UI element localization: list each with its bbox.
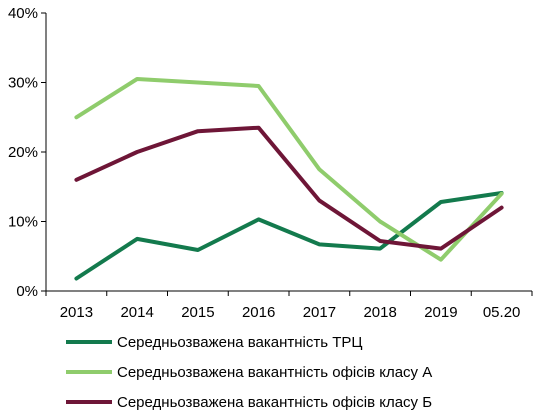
x-tick-label-6: 2019 bbox=[424, 304, 457, 321]
x-tick-label-2: 2015 bbox=[181, 304, 214, 321]
y-tick-label-0: 0% bbox=[16, 283, 38, 300]
legend-label-0: Середньозважена вакантність ТРЦ bbox=[117, 334, 363, 351]
x-tick-label-4: 2017 bbox=[303, 304, 336, 321]
series-line-0 bbox=[74, 191, 504, 281]
x-tick-label-7: 05.20 bbox=[483, 304, 521, 321]
chart-axes bbox=[41, 12, 533, 296]
legend: Середньозважена вакантність ТРЦ Середньоз… bbox=[66, 334, 432, 411]
y-tick-labels: 0% 10% 20% 30% 40% bbox=[8, 5, 38, 300]
y-tick-label-2: 20% bbox=[8, 144, 38, 161]
legend-label-2: Середньозважена вакантність офісів класу… bbox=[117, 394, 432, 411]
series-lines bbox=[74, 77, 504, 281]
y-tick-label-3: 30% bbox=[8, 75, 38, 92]
y-tick-label-4: 40% bbox=[8, 5, 38, 22]
x-tick-label-0: 2013 bbox=[60, 304, 93, 321]
y-tick-label-1: 10% bbox=[8, 214, 38, 231]
series-line-2 bbox=[74, 125, 504, 251]
series-line-1 bbox=[74, 77, 504, 262]
legend-label-1: Середньозважена вакантність офісів класу… bbox=[117, 364, 432, 381]
x-tick-label-5: 2018 bbox=[363, 304, 396, 321]
x-tick-labels: 2013 2014 2015 2016 2017 2018 2019 05.20 bbox=[60, 304, 521, 321]
x-tick-label-1: 2014 bbox=[120, 304, 153, 321]
x-tick-label-3: 2016 bbox=[242, 304, 275, 321]
